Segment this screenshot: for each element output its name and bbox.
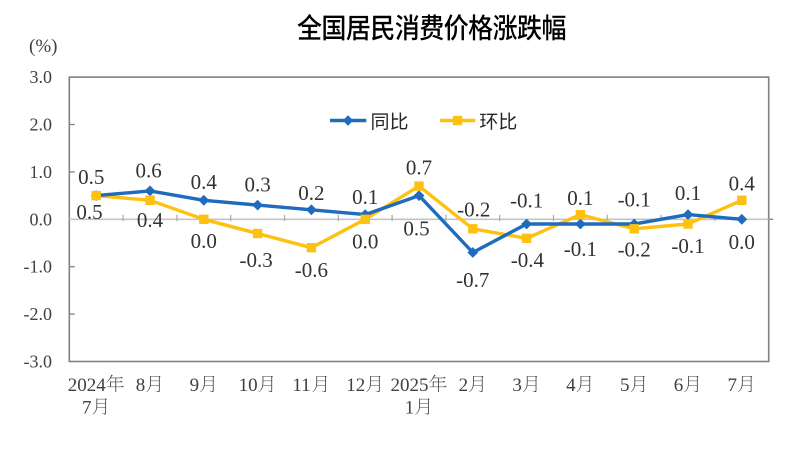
svg-text:-0.1: -0.1 — [564, 237, 597, 261]
svg-text:2025: 2025 — [391, 375, 429, 396]
svg-text:11: 11 — [292, 375, 310, 396]
svg-text:0.4: 0.4 — [137, 208, 164, 232]
svg-text:-0.1: -0.1 — [510, 188, 543, 212]
svg-text:0.5: 0.5 — [76, 200, 102, 224]
svg-text:0.0: 0.0 — [30, 209, 53, 229]
svg-text:-3.0: -3.0 — [24, 352, 53, 372]
svg-text:0.2: 0.2 — [298, 181, 324, 205]
svg-text:0.1: 0.1 — [352, 185, 378, 209]
svg-text:9: 9 — [190, 375, 200, 396]
svg-text:2: 2 — [459, 375, 469, 396]
svg-text:0.0: 0.0 — [191, 229, 217, 253]
svg-text:0.3: 0.3 — [244, 172, 270, 196]
svg-text:0.5: 0.5 — [403, 216, 429, 240]
svg-text:12: 12 — [346, 375, 365, 396]
svg-text:-0.1: -0.1 — [671, 234, 704, 258]
svg-text:0.1: 0.1 — [675, 181, 701, 205]
svg-text:5: 5 — [620, 375, 630, 396]
svg-text:-0.3: -0.3 — [239, 248, 272, 272]
svg-text:0.4: 0.4 — [191, 170, 218, 194]
svg-text:-2.0: -2.0 — [24, 304, 53, 324]
svg-text:6: 6 — [674, 375, 684, 396]
svg-text:-0.2: -0.2 — [457, 197, 490, 221]
svg-text:4: 4 — [566, 375, 576, 396]
svg-text:0.7: 0.7 — [406, 155, 432, 179]
svg-text:8: 8 — [136, 375, 146, 396]
svg-text:(%): (%) — [29, 36, 57, 57]
svg-text:7: 7 — [82, 397, 92, 418]
svg-text:0.4: 0.4 — [729, 171, 756, 195]
svg-text:1.0: 1.0 — [30, 162, 53, 182]
svg-text:-0.4: -0.4 — [511, 248, 545, 272]
svg-text:3.0: 3.0 — [30, 67, 53, 87]
svg-text:7: 7 — [728, 375, 738, 396]
svg-text:-0.1: -0.1 — [618, 187, 651, 211]
svg-text:0.0: 0.0 — [729, 230, 755, 254]
svg-text:0.0: 0.0 — [352, 230, 378, 254]
svg-text:10: 10 — [239, 375, 258, 396]
svg-text:0.5: 0.5 — [78, 165, 104, 189]
svg-text:2024: 2024 — [68, 375, 107, 396]
svg-text:2.0: 2.0 — [30, 115, 53, 135]
svg-text:0.6: 0.6 — [135, 158, 161, 182]
svg-text:0.1: 0.1 — [567, 186, 593, 210]
svg-text:-1.0: -1.0 — [24, 257, 53, 277]
svg-text:3: 3 — [512, 375, 522, 396]
svg-text:-0.6: -0.6 — [295, 258, 328, 282]
svg-text:1: 1 — [405, 397, 415, 418]
svg-text:-0.2: -0.2 — [618, 237, 651, 261]
svg-text:-0.7: -0.7 — [456, 268, 489, 292]
